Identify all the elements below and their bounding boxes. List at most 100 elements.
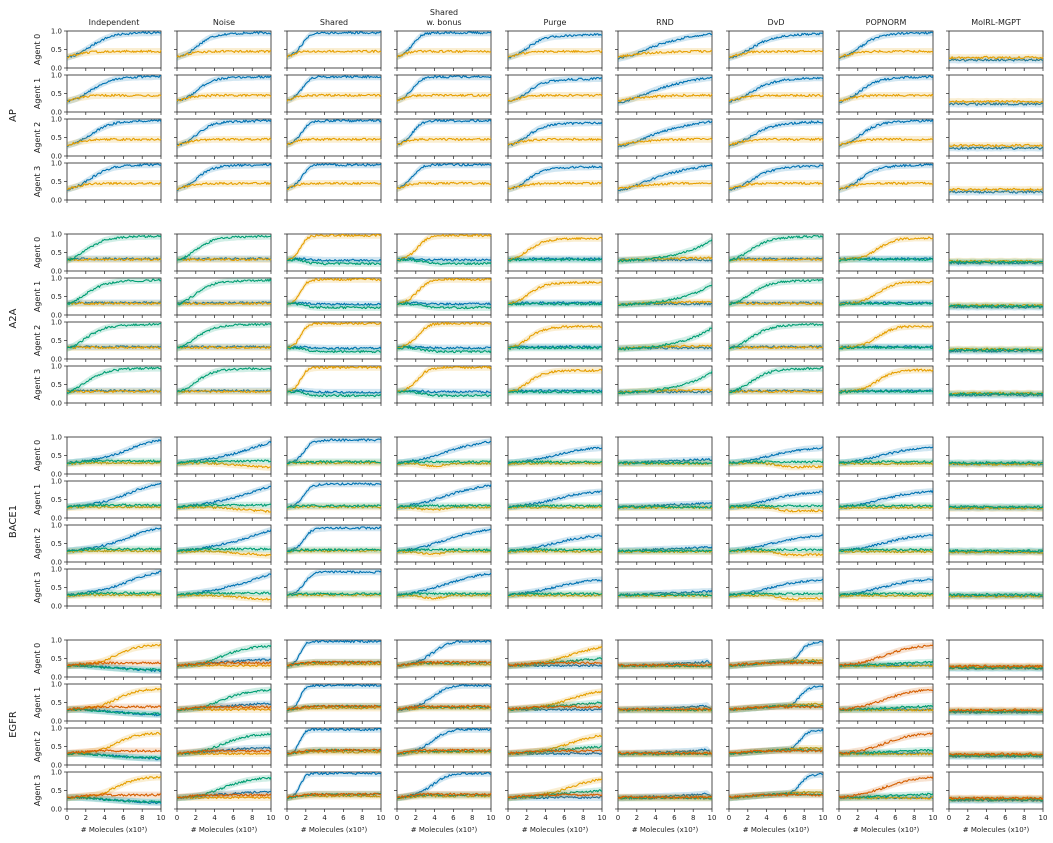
panel-bace1-agent1-col2 <box>284 480 382 521</box>
series-line-orange <box>396 233 492 261</box>
series-line-red <box>728 705 824 711</box>
panel-egfr-agent1-col4 <box>505 683 603 724</box>
series-line-red <box>66 705 162 711</box>
group-label-bace1: BACE1 <box>8 505 19 538</box>
x-tick-label-col5-1: 2 <box>635 814 639 822</box>
series-band-orange <box>618 386 712 396</box>
series-line-orange <box>66 389 162 394</box>
series-line-orange <box>617 49 713 58</box>
series-line-blue <box>838 75 934 103</box>
series-band-blue <box>177 75 271 105</box>
series-line-blue <box>286 119 382 146</box>
panel-egfr-agent1-col2 <box>284 683 382 724</box>
panel-bace1-agent2-col2 <box>284 524 382 565</box>
series-line-orange <box>396 706 492 711</box>
series-band-orange <box>397 48 491 61</box>
series-line-green <box>396 504 492 509</box>
series-line-orange <box>66 301 162 306</box>
series-line-red <box>67 749 161 754</box>
panel-a2a-agent2-col1 <box>174 321 272 362</box>
panel-frame <box>617 365 713 404</box>
agent-label-ap-1: Agent 1 <box>33 78 42 109</box>
panel-a2a-agent1-col7 <box>836 277 934 318</box>
panel-frame <box>617 524 713 563</box>
panel-egfr-agent0-col2 <box>284 639 382 680</box>
y-tick-label-ap-3-2: 1.0 <box>51 160 62 168</box>
column-title-6: DvD <box>767 18 784 27</box>
series-band-green <box>177 234 271 264</box>
series-band-blue <box>177 570 271 599</box>
series-line-blue <box>176 31 271 59</box>
x-axis-title-col8: # Molecules (x10³) <box>963 826 1030 834</box>
x-tick-label-col0-2: 4 <box>102 814 107 822</box>
series-line-blue <box>507 121 603 147</box>
panel-egfr-agent0-col7 <box>836 639 934 680</box>
series-line-green <box>66 751 162 760</box>
series-band-red <box>508 659 602 669</box>
panel-egfr-agent0-col1 <box>174 639 272 680</box>
series-line-blue <box>66 163 162 191</box>
panel-ap-agent1-col7 <box>836 74 934 115</box>
series-line-blue <box>617 390 713 394</box>
column-title-5: RND <box>656 18 674 27</box>
x-tick-label-col5-4: 8 <box>691 814 695 822</box>
series-band-blue <box>287 163 381 193</box>
series-line-blue <box>286 482 382 509</box>
agent-label-egfr-0: Agent 0 <box>33 643 42 674</box>
series-line-blue <box>617 502 713 509</box>
series-line-blue <box>286 639 382 667</box>
series-line-orange <box>728 593 824 601</box>
series-line-red <box>617 707 713 711</box>
series-band-blue <box>67 75 161 105</box>
x-tick-label-col3-3: 6 <box>451 814 456 822</box>
x-tick-label-col7-2: 4 <box>874 814 879 822</box>
series-line-green <box>66 234 162 262</box>
series-band-green <box>618 368 712 397</box>
panel-egfr-agent0-col4 <box>505 639 603 680</box>
panel-frame <box>948 436 1044 475</box>
series-line-red <box>396 660 492 667</box>
panel-ap-agent0-col6 <box>726 30 824 71</box>
panel-egfr-agent1-col7 <box>836 683 934 724</box>
panel-bace1-agent2-col5 <box>615 524 713 565</box>
series-line-orange <box>838 137 934 146</box>
series-band-orange <box>287 278 381 308</box>
series-band-red <box>177 747 271 757</box>
series-band-orange <box>949 53 1043 61</box>
panel-bace1-agent0-col0 <box>64 436 162 477</box>
series-line-blue <box>948 349 1043 353</box>
series-line-blue <box>507 301 603 305</box>
panel-a2a-agent1-col4 <box>505 277 603 318</box>
series-line-red <box>286 704 382 711</box>
series-line-blue <box>286 683 382 711</box>
panel-frame <box>948 568 1044 607</box>
series-line-green <box>948 797 1044 802</box>
panel-ap-agent0-col3 <box>394 30 492 71</box>
series-line-orange <box>66 505 162 510</box>
series-line-orange <box>397 365 492 393</box>
panel-bace1-agent1-col7 <box>836 480 934 521</box>
series-line-green <box>66 503 162 509</box>
series-line-blue <box>728 32 824 59</box>
panel-bace1-agent3-col0 <box>64 568 162 609</box>
series-line-orange <box>507 280 603 305</box>
y-tick-label-egfr-1-2: 1.0 <box>51 681 62 689</box>
panel-egfr-agent2-col1 <box>174 727 272 768</box>
x-tick-label-col8-5: 10 <box>1039 814 1048 822</box>
series-line-orange <box>66 93 162 103</box>
panel-bace1-agent0-col6 <box>726 436 824 477</box>
series-line-orange <box>507 49 603 58</box>
series-line-orange <box>838 181 933 190</box>
agent-label-a2a-3: Agent 3 <box>33 369 42 400</box>
series-band-blue <box>287 255 381 264</box>
series-band-blue <box>67 119 161 149</box>
panel-ap-agent2-col8 <box>946 118 1044 159</box>
panel-a2a-agent1-col3 <box>394 277 492 318</box>
y-tick-label-ap-3-1: 0.5 <box>51 178 62 186</box>
series-line-green <box>617 371 713 395</box>
series-line-orange <box>728 506 824 513</box>
series-band-red <box>508 703 602 713</box>
series-line-blue <box>617 76 713 104</box>
panel-a2a-agent0-col4 <box>505 233 603 274</box>
series-line-green <box>948 304 1043 308</box>
